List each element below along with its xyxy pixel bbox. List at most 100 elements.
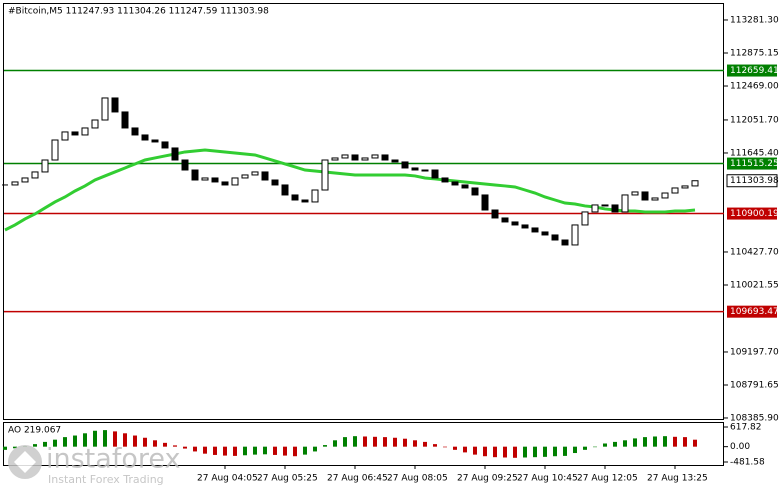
indicator-bar <box>483 446 487 457</box>
candle-body <box>631 191 639 196</box>
level-label: 109693.47 <box>730 307 779 317</box>
x-tick-label: 27 Aug 05:25 <box>257 474 318 484</box>
candle-body <box>351 154 359 161</box>
candle-body <box>191 169 199 181</box>
candle-body <box>511 221 519 226</box>
candle-body <box>211 177 219 183</box>
candle-body <box>331 157 339 161</box>
candle-body <box>241 174 249 179</box>
x-tick-label: 27 Aug 06:45 <box>327 474 388 484</box>
candle-body <box>571 224 579 246</box>
indicator-bar <box>43 441 47 447</box>
candle-body <box>661 192 669 199</box>
indicator-bar <box>493 446 497 458</box>
x-tick-label: 27 Aug 08:05 <box>387 474 448 484</box>
indicator-bar <box>133 435 137 447</box>
indicator-bar <box>403 438 407 447</box>
indicator-bar <box>243 446 247 456</box>
indicator-bar <box>313 446 317 452</box>
indicator-bar <box>203 446 207 454</box>
indicator-bar <box>173 445 177 447</box>
candle-body <box>581 211 589 226</box>
candle-body <box>361 157 369 161</box>
indicator-bar <box>333 440 337 447</box>
indicator-bar <box>443 446 447 448</box>
x-tick-label: 27 Aug 13:25 <box>647 474 708 484</box>
candle-body <box>611 204 619 213</box>
indicator-bar <box>303 446 307 455</box>
indicator-bar <box>423 441 427 447</box>
indicator-bar <box>3 446 7 450</box>
indicator-bar <box>693 439 697 447</box>
level-label-box <box>727 157 777 170</box>
candle-body <box>41 159 49 173</box>
candle-body <box>441 177 449 183</box>
indicator-bar <box>653 436 657 447</box>
watermark: instaforex Instant Forex Trading <box>8 444 180 486</box>
current-price-label: 111303.98 <box>730 176 779 186</box>
indicator-bar <box>593 446 597 448</box>
indicator-bar <box>153 440 157 447</box>
indicator-bar <box>393 437 397 447</box>
candle-body <box>411 167 419 171</box>
x-tick-label: 27 Aug 12:05 <box>577 474 638 484</box>
candle-body <box>321 159 329 191</box>
indicator-frame <box>3 422 724 466</box>
candle-body <box>281 184 289 196</box>
indicator-bar <box>553 446 557 457</box>
indicator-bar <box>53 439 57 447</box>
level-label-box <box>727 64 777 77</box>
indicator-bar <box>143 437 147 447</box>
indicator-bar <box>603 443 607 447</box>
candle-body <box>521 224 529 229</box>
indicator-bar <box>263 446 267 455</box>
moving-average <box>4 148 696 232</box>
indicator-bar <box>383 437 387 447</box>
candle-body <box>681 185 689 189</box>
candle-body <box>601 204 609 207</box>
x-tick-label: 27 Aug 10:45 <box>517 474 578 484</box>
candle-body <box>251 171 259 176</box>
candle-body <box>31 171 39 179</box>
candle-body <box>121 111 129 129</box>
candle-body <box>261 171 269 181</box>
level-label: 111515.25 <box>730 159 779 169</box>
y-tick-label: 110021.55 <box>730 280 779 290</box>
candle-body <box>541 231 549 236</box>
y-tick-label: 108791.65 <box>730 380 779 390</box>
indicator-bar <box>613 441 617 447</box>
indicator-bar <box>463 446 467 453</box>
x-tick-label: 27 Aug 04:05 <box>197 474 258 484</box>
y-tick-label: 112875.15 <box>730 48 779 58</box>
level-label-box <box>727 207 777 220</box>
indicator-bar <box>83 433 87 447</box>
candle-body <box>471 187 479 196</box>
indicator-bar <box>353 436 357 447</box>
y-tick-label: 112051.70 <box>730 115 779 125</box>
candle-body <box>141 134 149 141</box>
candle-body <box>231 177 239 186</box>
candle-body <box>51 139 59 161</box>
candle-body <box>311 189 319 203</box>
chart-title: #Bitcoin,M5 111247.93 111304.26 111247.5… <box>8 7 269 17</box>
candle-body <box>161 141 169 149</box>
current-price-box <box>726 174 778 188</box>
candle-body <box>391 159 399 163</box>
indicator-bar <box>583 446 587 450</box>
candle-body <box>621 194 629 213</box>
y-tick-label: 108385.90 <box>730 413 779 423</box>
indicator-bar <box>33 444 37 447</box>
indicator-bar <box>113 431 117 447</box>
indicator-bar <box>573 446 577 454</box>
indicator-bar <box>643 437 647 447</box>
candle-body <box>421 169 429 172</box>
indicator-bar <box>563 446 567 456</box>
level-label-box <box>727 305 777 318</box>
indicator-bar <box>543 446 547 457</box>
indicator-bar <box>453 446 457 450</box>
candle-body <box>81 127 89 136</box>
indicator-bar <box>673 436 677 447</box>
indicator-bar <box>223 446 227 456</box>
candle-body <box>501 217 509 223</box>
candle-body <box>481 194 489 211</box>
